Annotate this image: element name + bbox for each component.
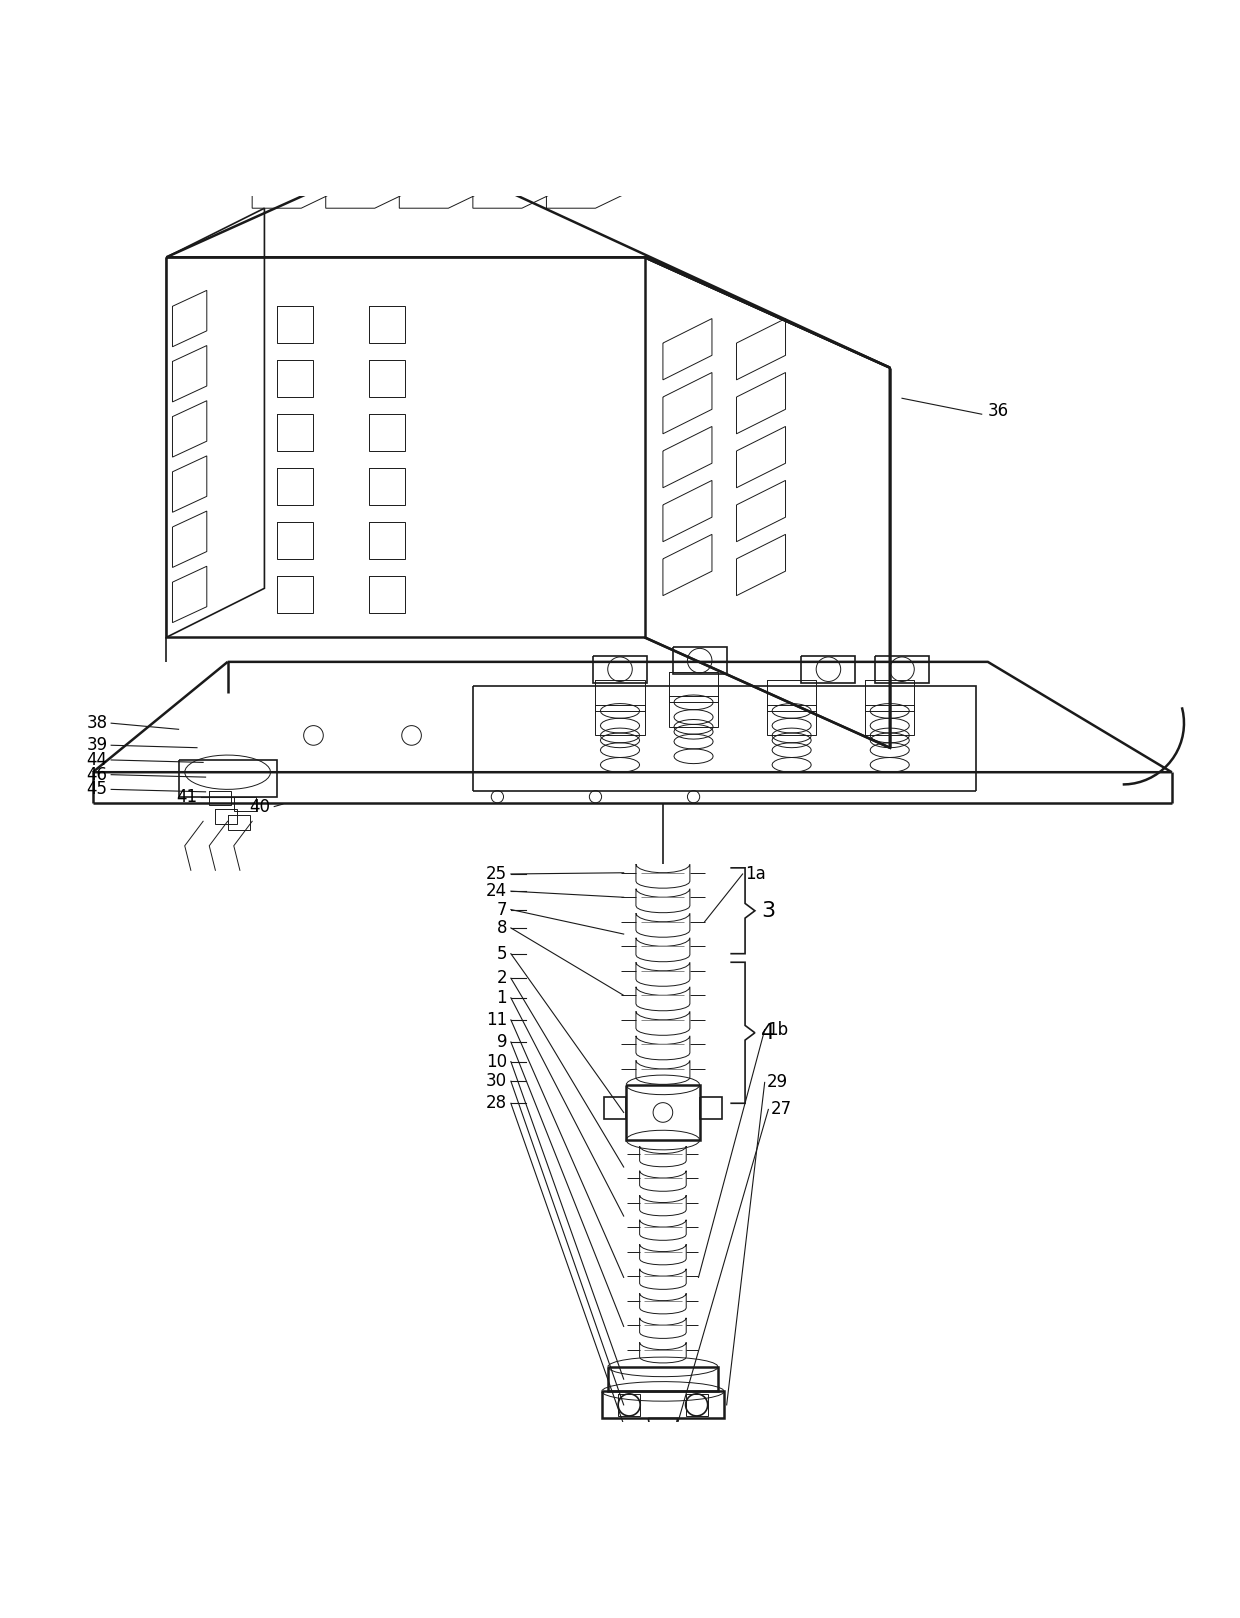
Text: 10: 10 [486,1053,507,1071]
Text: 28: 28 [486,1094,507,1112]
Text: 29: 29 [768,1073,789,1092]
Text: 11: 11 [486,1011,507,1029]
Text: 1a: 1a [745,866,766,883]
Text: 25: 25 [486,866,507,883]
Text: 1b: 1b [768,1021,789,1039]
Text: 9: 9 [497,1032,507,1052]
Text: 24: 24 [486,882,507,900]
Text: 38: 38 [87,714,108,733]
Text: 5: 5 [497,945,507,963]
Text: 41: 41 [176,788,197,806]
Text: 27: 27 [771,1100,792,1118]
Text: 40: 40 [249,798,270,815]
Text: 39: 39 [87,736,108,754]
Text: 36: 36 [988,401,1009,419]
Text: 2: 2 [496,969,507,987]
Text: 44: 44 [87,751,108,769]
Text: 3: 3 [761,901,775,921]
Text: 46: 46 [87,765,108,783]
Text: 4: 4 [761,1023,775,1042]
Text: 8: 8 [497,919,507,937]
Text: 30: 30 [486,1073,507,1091]
Text: 1: 1 [496,989,507,1006]
Text: 45: 45 [87,780,108,798]
Polygon shape [653,1440,672,1468]
Text: 7: 7 [497,901,507,919]
